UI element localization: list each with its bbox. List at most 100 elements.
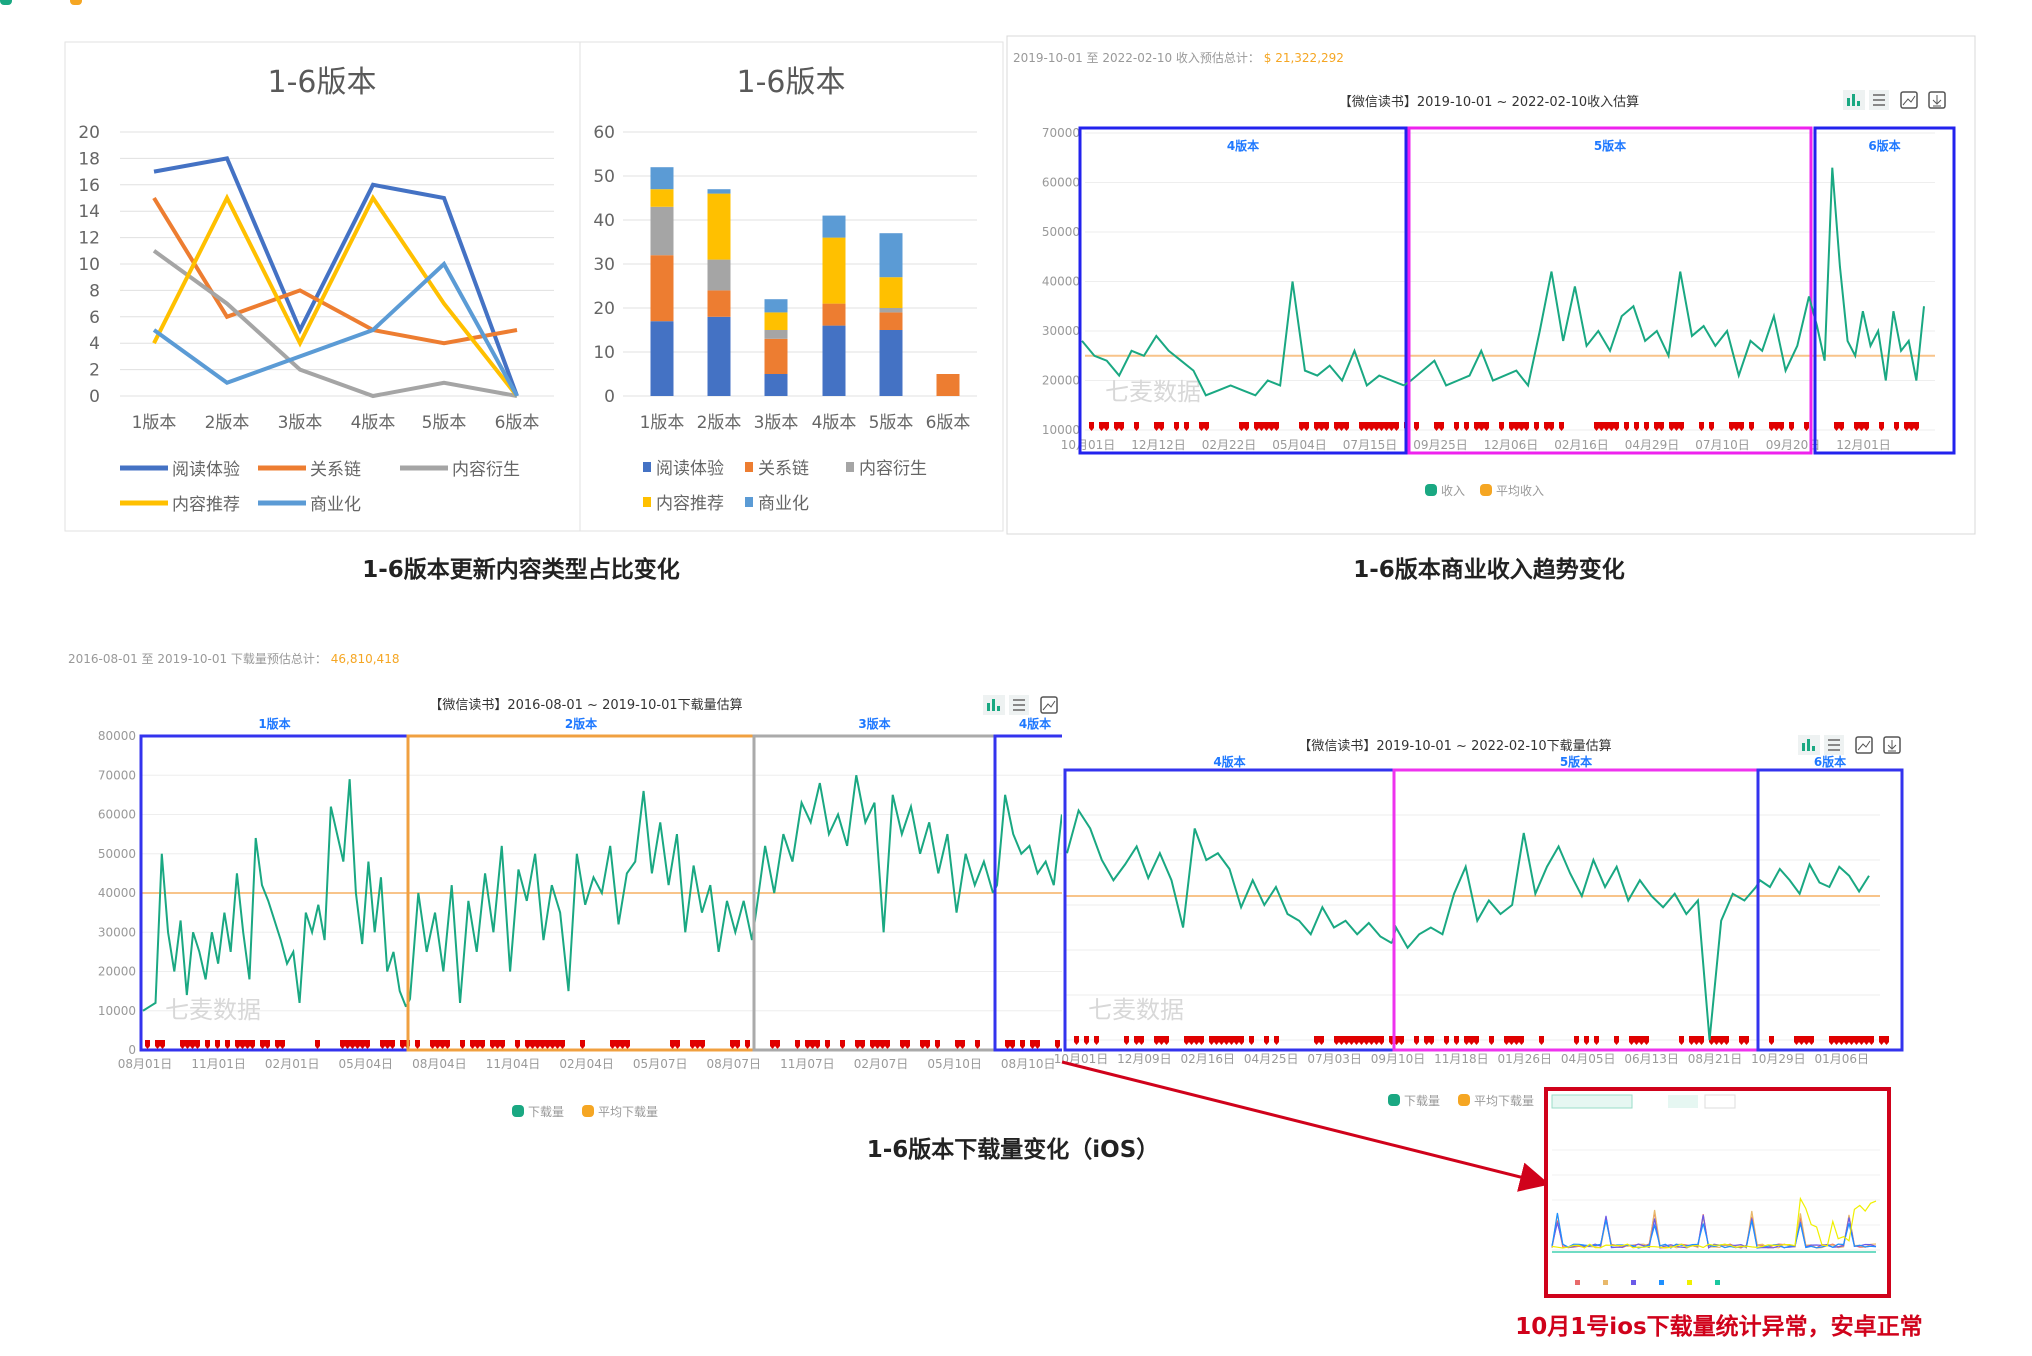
event-marker xyxy=(525,1040,530,1049)
version-box-6版本 xyxy=(1813,126,1956,455)
legend-label: 内容衍生 xyxy=(859,459,927,479)
list-icon[interactable] xyxy=(1824,735,1844,755)
x-tick-label: 1版本 xyxy=(132,413,177,433)
event-marker xyxy=(1264,422,1269,431)
save-image-icon[interactable] xyxy=(1900,91,1918,109)
event-marker xyxy=(975,1040,980,1049)
x-tick-label: 2版本 xyxy=(205,413,250,433)
event-marker xyxy=(795,1040,800,1049)
event-marker xyxy=(1274,1036,1279,1045)
event-marker xyxy=(1299,422,1304,431)
event-marker xyxy=(1464,422,1469,431)
x-tick-label: 5版本 xyxy=(869,413,914,433)
event-marker xyxy=(1884,1036,1889,1045)
download-icon[interactable] xyxy=(1883,736,1901,754)
save-image-icon[interactable] xyxy=(1855,736,1873,754)
legend-swatch xyxy=(745,462,753,472)
legend-swatch xyxy=(643,497,651,507)
inset-series-line xyxy=(1551,1196,1877,1249)
version-label: 5版本 xyxy=(1560,754,1592,769)
event-marker xyxy=(1599,422,1604,431)
revenue-plot: 10000 20000 30000 40000 50000 60000 70000 10月01… xyxy=(0,0,1956,498)
series-line-3版本 xyxy=(751,775,994,941)
event-marker xyxy=(1719,1036,1724,1045)
x-tick-label: 09月25日 xyxy=(1413,438,1468,452)
x-tick-label: 2版本 xyxy=(697,413,742,433)
event-marker xyxy=(1389,422,1394,431)
legend-label: 平均下载量 xyxy=(598,1105,658,1119)
caption-content-types: 1-6版本更新内容类型占比变化 xyxy=(362,556,680,583)
event-marker xyxy=(315,1040,320,1049)
event-marker xyxy=(1839,422,1844,431)
event-marker xyxy=(1429,1036,1434,1045)
version-box-5版本 xyxy=(1407,126,1813,455)
bar-chart-icon[interactable] xyxy=(983,695,1005,715)
event-marker xyxy=(1614,1036,1619,1045)
event-marker xyxy=(1864,1036,1869,1045)
bar-chart-icon[interactable] xyxy=(1798,735,1820,755)
y-tick-label: 14 xyxy=(78,202,100,222)
event-marker xyxy=(610,1040,615,1049)
save-image-icon[interactable] xyxy=(1040,696,1058,714)
bar-segment-内容推荐 xyxy=(764,312,788,330)
y-tick-label: 16 xyxy=(78,176,100,196)
download-chart-2-title: 【微信读书】2019-10-01 ~ 2022-02-10下载量估算 xyxy=(1298,739,1611,754)
revenue-toolbar xyxy=(1843,90,1946,110)
event-marker xyxy=(1219,1036,1224,1045)
event-marker xyxy=(440,1040,445,1049)
x-tick-label: 09月10日 xyxy=(1371,1052,1426,1066)
series-line-阅读体验 xyxy=(153,156,519,397)
version-label: 3版本 xyxy=(858,716,890,731)
version-box-4版本 xyxy=(1078,126,1408,455)
event-marker xyxy=(1519,1036,1524,1045)
y-tick-label: 8 xyxy=(89,281,100,301)
y-tick-label: 0 xyxy=(604,387,615,407)
y-tick-label: 40000 xyxy=(1042,275,1080,289)
event-marker xyxy=(1020,1040,1025,1049)
y-tick-label: 10000 xyxy=(98,1004,136,1018)
legend-swatch xyxy=(582,1105,594,1117)
event-marker xyxy=(470,1040,475,1049)
event-marker xyxy=(1239,422,1244,431)
event-marker xyxy=(1010,1040,1015,1049)
event-marker xyxy=(1864,422,1869,431)
event-marker xyxy=(1869,1036,1874,1045)
revenue-panel: 2019-10-01 至 2022-02-10 收入预估总计： $ 21,322… xyxy=(0,0,1976,535)
event-marker xyxy=(1834,422,1839,431)
legend-label: 下载量 xyxy=(528,1105,564,1119)
y-tick-label: 30000 xyxy=(1042,324,1080,338)
legend-label: 下载量 xyxy=(1404,1094,1440,1108)
event-marker xyxy=(560,1040,565,1049)
download-2-legend: 下载量 平均下载量 xyxy=(1388,1094,1534,1108)
legend-label: 内容衍生 xyxy=(452,460,520,480)
event-marker xyxy=(435,1040,440,1049)
y-tick-label: 20 xyxy=(78,123,100,143)
event-marker xyxy=(1209,1036,1214,1045)
download-icon[interactable] xyxy=(1928,91,1946,109)
x-tick-label: 4版本 xyxy=(812,413,857,433)
x-tick-label: 02月22日 xyxy=(1202,438,1257,452)
list-icon[interactable] xyxy=(1009,695,1029,715)
event-marker xyxy=(1344,422,1349,431)
event-marker xyxy=(550,1040,555,1049)
event-marker xyxy=(345,1040,350,1049)
x-tick-label: 11月01日 xyxy=(191,1057,246,1071)
watermark: 七麦数据 xyxy=(165,996,261,1024)
x-tick-label: 08月21日 xyxy=(1688,1052,1743,1066)
event-marker xyxy=(1269,422,1274,431)
y-tick-label: 50000 xyxy=(98,847,136,861)
download-panel-2: 【微信读书】2019-10-01 ~ 2022-02-10下载量估算 10月01… xyxy=(1054,728,1920,1118)
bar-chart-icon[interactable] xyxy=(1843,90,1865,110)
event-marker xyxy=(905,1040,910,1049)
event-marker xyxy=(530,1040,535,1049)
series-line-内容衍生 xyxy=(152,249,518,399)
event-marker xyxy=(1349,1036,1354,1045)
bar-segment-内容推荐 xyxy=(650,189,674,207)
legend-label: 阅读体验 xyxy=(172,460,240,480)
event-marker xyxy=(1594,1036,1599,1045)
x-tick-label: 01月06日 xyxy=(1815,1052,1870,1066)
event-marker xyxy=(1644,1036,1649,1045)
list-icon[interactable] xyxy=(1869,90,1889,110)
event-marker xyxy=(1199,422,1204,431)
